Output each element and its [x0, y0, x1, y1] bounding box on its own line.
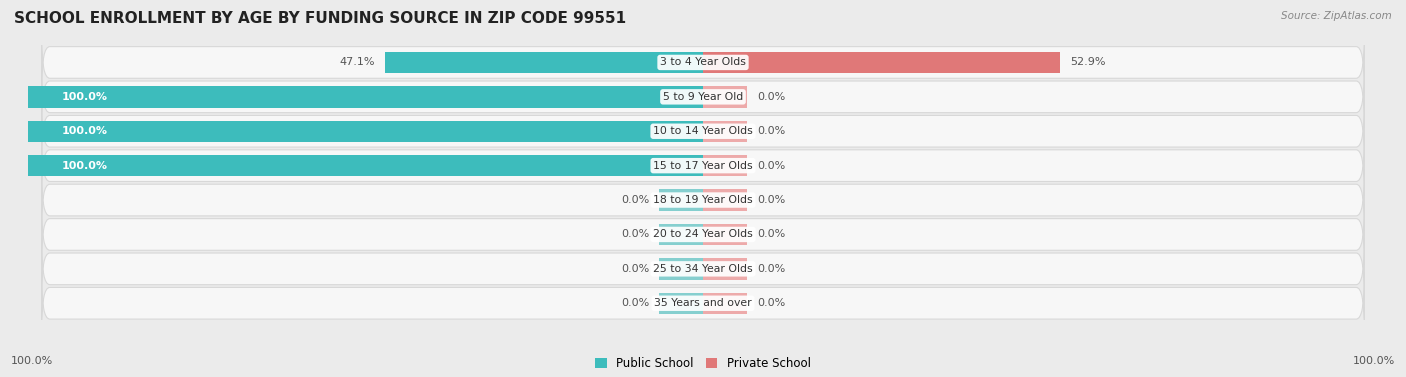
Text: 100.0%: 100.0%	[1353, 356, 1395, 366]
Text: 15 to 17 Year Olds: 15 to 17 Year Olds	[654, 161, 752, 171]
Text: 0.0%: 0.0%	[756, 161, 785, 171]
Bar	[703, 224, 747, 245]
Bar	[659, 189, 703, 211]
Text: 0.0%: 0.0%	[756, 126, 785, 136]
Text: 35 Years and over: 35 Years and over	[654, 298, 752, 308]
Text: 100.0%: 100.0%	[62, 161, 108, 171]
FancyBboxPatch shape	[42, 209, 1364, 260]
Bar	[659, 293, 703, 314]
Text: 5 to 9 Year Old: 5 to 9 Year Old	[662, 92, 744, 102]
FancyBboxPatch shape	[42, 278, 1364, 329]
Text: 0.0%: 0.0%	[621, 230, 650, 239]
Text: 0.0%: 0.0%	[756, 195, 785, 205]
Bar	[659, 224, 703, 245]
Text: 0.0%: 0.0%	[756, 298, 785, 308]
Text: 0.0%: 0.0%	[756, 92, 785, 102]
FancyBboxPatch shape	[42, 140, 1364, 191]
FancyBboxPatch shape	[42, 244, 1364, 294]
Text: 18 to 19 Year Olds: 18 to 19 Year Olds	[654, 195, 752, 205]
Text: 0.0%: 0.0%	[756, 264, 785, 274]
Text: 0.0%: 0.0%	[621, 264, 650, 274]
Text: Source: ZipAtlas.com: Source: ZipAtlas.com	[1281, 11, 1392, 21]
Bar	[385, 52, 703, 73]
Text: SCHOOL ENROLLMENT BY AGE BY FUNDING SOURCE IN ZIP CODE 99551: SCHOOL ENROLLMENT BY AGE BY FUNDING SOUR…	[14, 11, 626, 26]
Text: 52.9%: 52.9%	[1070, 57, 1105, 67]
Text: 100.0%: 100.0%	[11, 356, 53, 366]
Bar	[703, 293, 747, 314]
FancyBboxPatch shape	[42, 175, 1364, 225]
Bar	[703, 189, 747, 211]
FancyBboxPatch shape	[42, 106, 1364, 157]
Text: 25 to 34 Year Olds: 25 to 34 Year Olds	[654, 264, 752, 274]
Bar	[659, 258, 703, 279]
Legend: Public School, Private School: Public School, Private School	[591, 352, 815, 375]
Bar	[703, 155, 747, 176]
Text: 0.0%: 0.0%	[756, 230, 785, 239]
Text: 100.0%: 100.0%	[62, 92, 108, 102]
Text: 3 to 4 Year Olds: 3 to 4 Year Olds	[659, 57, 747, 67]
FancyBboxPatch shape	[42, 71, 1364, 122]
Text: 0.0%: 0.0%	[621, 195, 650, 205]
Bar	[703, 52, 1060, 73]
Bar	[703, 86, 747, 107]
Bar	[703, 258, 747, 279]
Text: 20 to 24 Year Olds: 20 to 24 Year Olds	[654, 230, 752, 239]
Text: 47.1%: 47.1%	[339, 57, 375, 67]
Bar	[703, 121, 747, 142]
Bar	[28, 121, 703, 142]
Text: 10 to 14 Year Olds: 10 to 14 Year Olds	[654, 126, 752, 136]
Bar	[28, 155, 703, 176]
Text: 100.0%: 100.0%	[62, 126, 108, 136]
Text: 0.0%: 0.0%	[621, 298, 650, 308]
FancyBboxPatch shape	[42, 37, 1364, 88]
Bar	[28, 86, 703, 107]
